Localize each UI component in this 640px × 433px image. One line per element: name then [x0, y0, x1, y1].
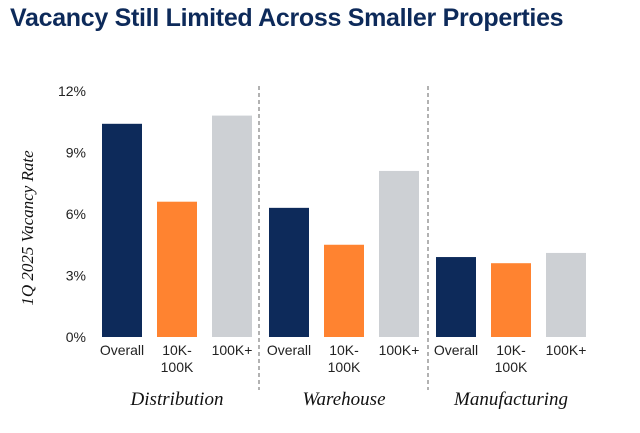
bar-distribution-10k-100k	[157, 201, 197, 337]
bar-manufacturing-overall	[436, 257, 476, 337]
group-label-manufacturing: Manufacturing	[453, 389, 568, 410]
bar-manufacturing-10k-100k	[491, 263, 531, 337]
bar-distribution-overall	[102, 123, 142, 337]
x-category-label: 100K+	[546, 342, 587, 358]
y-tick-label: 9%	[66, 145, 86, 161]
x-category-label: 100K	[328, 359, 361, 375]
bar-warehouse-10k-100k	[324, 244, 364, 337]
x-category-label: 100K+	[379, 342, 420, 358]
group-label-distribution: Distribution	[130, 389, 224, 410]
bar-manufacturing-100k+	[546, 252, 586, 337]
x-category-label: 100K+	[212, 342, 253, 358]
x-category-label: 10K-	[496, 342, 526, 358]
x-category-label: 100K	[495, 359, 528, 375]
group-label-warehouse: Warehouse	[302, 389, 385, 410]
x-category-label: 100K	[161, 359, 194, 375]
y-tick-label: 3%	[66, 268, 86, 284]
x-category-label: Overall	[434, 342, 478, 358]
chart-title: Vacancy Still Limited Across Smaller Pro…	[10, 4, 564, 32]
bar-warehouse-overall	[269, 207, 309, 337]
y-axis-label-group: 1Q 2025 Vacancy Rate	[18, 150, 37, 306]
y-axis-label: 1Q 2025 Vacancy Rate	[18, 150, 37, 306]
y-tick-label: 12%	[58, 83, 86, 99]
x-category-label: 10K-	[162, 342, 192, 358]
x-category-label: Overall	[100, 342, 144, 358]
y-tick-label: 0%	[66, 329, 86, 345]
bar-warehouse-100k+	[379, 170, 419, 337]
bar-distribution-100k+	[212, 115, 252, 337]
x-category-label: Overall	[267, 342, 311, 358]
x-category-label: 10K-	[329, 342, 359, 358]
y-tick-label: 6%	[66, 206, 86, 222]
